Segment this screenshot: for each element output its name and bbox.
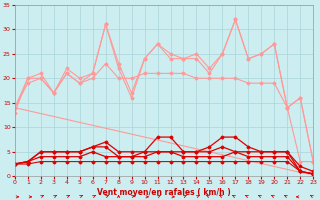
X-axis label: Vent moyen/en rafales ( km/h ): Vent moyen/en rafales ( km/h ) (97, 188, 231, 197)
